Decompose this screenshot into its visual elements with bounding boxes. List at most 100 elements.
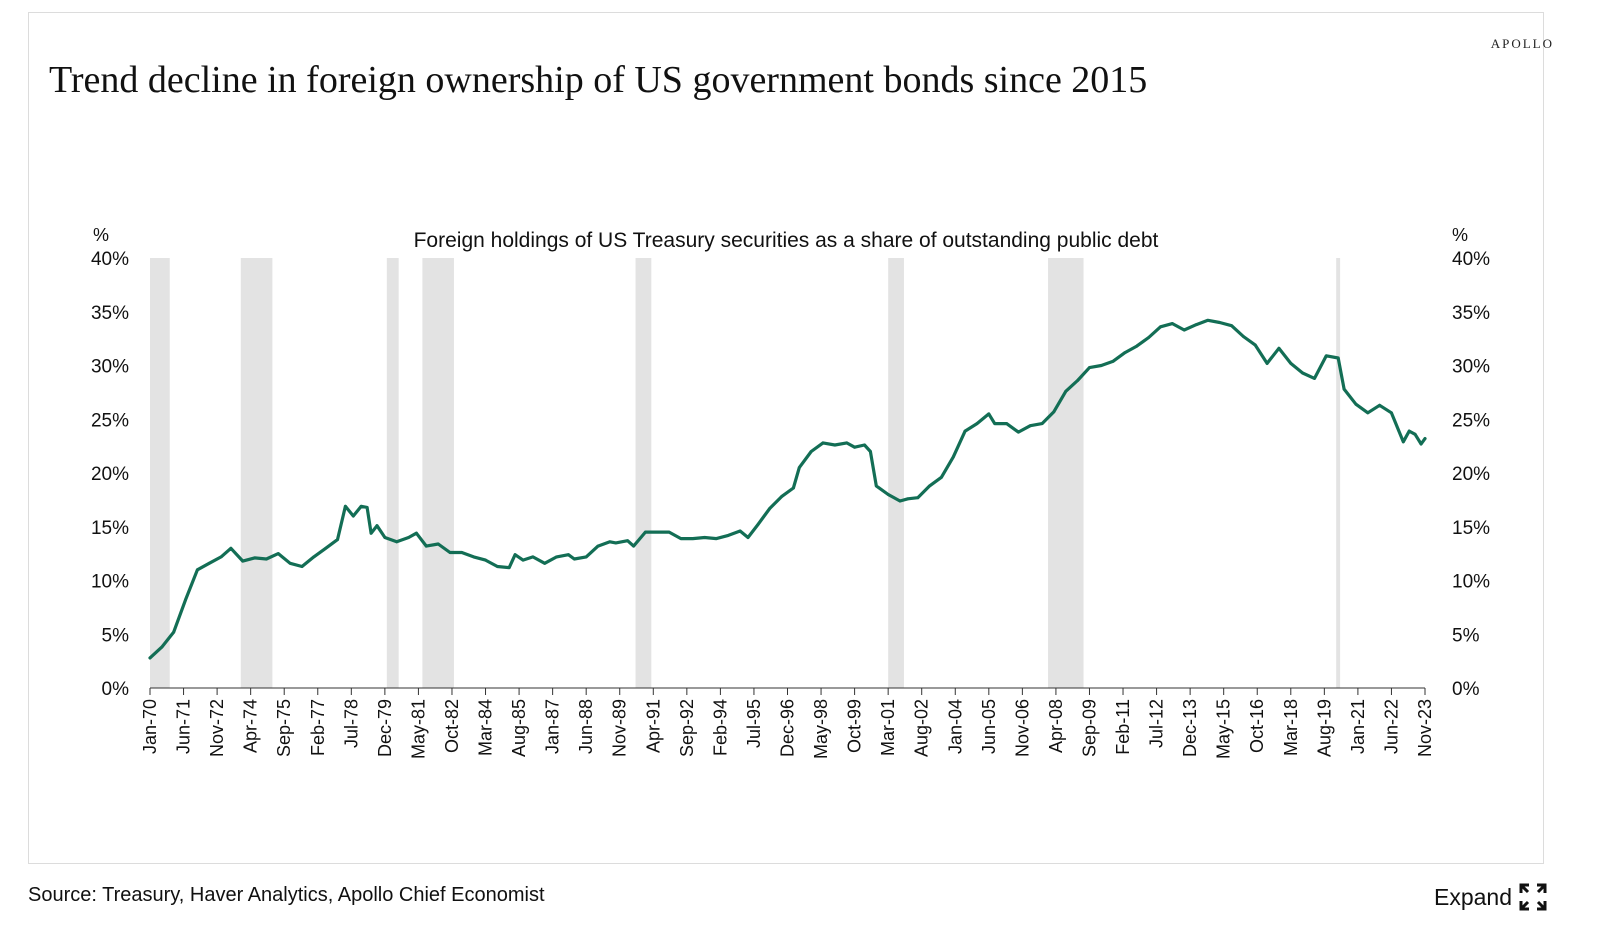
- data-point: [436, 542, 440, 546]
- x-tick-label: May-15: [1214, 699, 1234, 759]
- y-tick-label-right: 40%: [1452, 249, 1490, 270]
- data-point: [886, 493, 890, 496]
- data-point: [1052, 410, 1056, 414]
- x-tick-label: Feb-77: [308, 699, 328, 756]
- x-tick-label: Dec-96: [778, 699, 798, 757]
- x-tick-label: Jun-88: [576, 699, 596, 754]
- data-point: [1028, 424, 1032, 428]
- data-point: [448, 551, 452, 554]
- data-point: [1206, 318, 1210, 322]
- data-point: [395, 540, 399, 544]
- data-point: [726, 533, 730, 537]
- data-point: [1218, 321, 1222, 324]
- data-point: [1342, 387, 1346, 391]
- x-tick-label: Jul-95: [744, 699, 764, 748]
- y-tick-label-right: 0%: [1452, 679, 1480, 700]
- data-point: [312, 555, 316, 559]
- y-tick-label-right: 30%: [1452, 357, 1490, 378]
- data-point: [792, 486, 795, 490]
- x-tick-label: Jan-87: [543, 699, 563, 754]
- data-point: [531, 555, 535, 559]
- data-point: [572, 557, 576, 561]
- data-point: [484, 558, 487, 562]
- data-point: [407, 536, 410, 539]
- data-point: [1324, 354, 1328, 358]
- data-point: [906, 497, 910, 501]
- data-point: [833, 443, 837, 447]
- x-tick-label: Jun-22: [1381, 699, 1401, 754]
- data-point: [172, 630, 176, 634]
- data-point: [1147, 336, 1151, 339]
- data-point: [1413, 432, 1417, 436]
- data-point: [626, 539, 630, 543]
- data-point: [1253, 343, 1257, 347]
- y-tick-label-left: 25%: [91, 410, 129, 431]
- data-point: [229, 546, 233, 550]
- data-point: [1005, 422, 1008, 425]
- data-point: [336, 538, 339, 542]
- data-point: [495, 565, 499, 568]
- data-point: [1401, 440, 1405, 444]
- y-tick-label-left: 30%: [91, 357, 129, 378]
- data-point: [1423, 437, 1427, 440]
- data-point: [1419, 442, 1423, 446]
- data-point: [1017, 430, 1020, 434]
- data-point: [1135, 344, 1139, 348]
- data-point: [596, 544, 600, 548]
- x-tick-label: Mar-18: [1281, 699, 1301, 756]
- recession-band: [1336, 258, 1341, 688]
- data-point: [265, 557, 268, 561]
- y-tick-label-left: 35%: [91, 303, 129, 324]
- data-point: [195, 568, 199, 572]
- data-point: [148, 656, 152, 660]
- x-tick-label: Mar-01: [878, 699, 898, 756]
- data-point: [845, 441, 849, 445]
- y-axis-label-right: %: [1452, 225, 1468, 245]
- recession-band: [1048, 258, 1084, 688]
- line-chart: Foreign holdings of US Treasury securiti…: [91, 225, 1490, 759]
- brand-logo: APOLLO: [1490, 36, 1554, 51]
- data-point: [1242, 335, 1245, 338]
- data-point: [916, 496, 920, 500]
- chart-card: [28, 12, 1544, 864]
- recession-band: [888, 258, 904, 688]
- data-point: [940, 475, 943, 479]
- data-point: [1099, 364, 1103, 367]
- data-point: [756, 523, 760, 526]
- data-point: [963, 429, 967, 433]
- recession-band: [240, 258, 273, 688]
- page-title: Trend decline in foreign ownership of US…: [49, 59, 1148, 101]
- x-tick-label: Oct-82: [442, 699, 462, 753]
- x-tick-label: Jun-05: [979, 699, 999, 754]
- data-point: [738, 529, 742, 533]
- y-tick-label-left: 10%: [91, 572, 129, 593]
- data-point: [691, 537, 695, 540]
- y-tick-label-left: 15%: [91, 518, 129, 539]
- data-point: [1313, 377, 1316, 380]
- data-point: [1354, 402, 1358, 406]
- data-point: [567, 553, 570, 557]
- data-point: [1301, 371, 1305, 375]
- data-point: [643, 530, 647, 534]
- data-point: [853, 445, 857, 449]
- data-point: [1088, 366, 1091, 370]
- data-point: [703, 536, 707, 539]
- data-point: [1064, 389, 1068, 393]
- data-point: [375, 524, 379, 528]
- data-point: [288, 561, 292, 565]
- data-point: [928, 484, 932, 488]
- data-point: [365, 506, 369, 509]
- expand-button[interactable]: Expand: [1434, 882, 1548, 912]
- data-point: [343, 504, 347, 508]
- recession-band: [150, 258, 170, 688]
- data-point: [1182, 328, 1186, 332]
- data-point: [797, 466, 801, 470]
- x-tick-label: Feb-11: [1113, 699, 1133, 755]
- data-point: [655, 530, 659, 534]
- data-point: [746, 536, 750, 539]
- y-tick-label-right: 35%: [1452, 303, 1490, 324]
- data-point: [359, 504, 363, 508]
- data-point: [1111, 359, 1115, 363]
- data-point: [1265, 361, 1269, 365]
- x-tick-label: Jul-78: [341, 699, 361, 748]
